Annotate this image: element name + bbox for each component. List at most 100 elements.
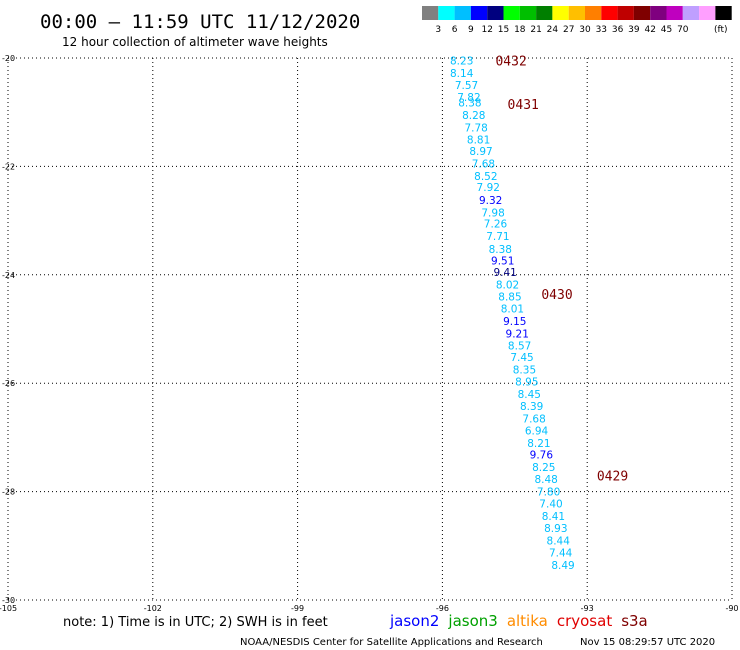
x-tick-labels: -105 -102 -99 -96 -93 -90 (0, 604, 739, 613)
y-tick-label: -24 (2, 271, 15, 280)
wave-height-label: 8.35 (513, 365, 536, 377)
wave-height-label: 6.94 (525, 425, 549, 437)
wave-height-label: 8.23 (450, 56, 473, 68)
color-legend: 3 6 9 12 15 18 21 24 27 30 33 36 39 42 45 70 (422, 6, 732, 35)
legend-swatch (666, 6, 683, 20)
legend-swatch (715, 6, 732, 20)
legend-swatch (487, 6, 504, 20)
legend-label: 39 (628, 25, 640, 35)
map-grid (7, 57, 733, 601)
legend-label: 45 (661, 25, 672, 35)
x-tick-label: -96 (436, 604, 449, 613)
legend-swatch (617, 6, 634, 20)
legend-swatch (552, 6, 569, 20)
x-tick-label: -99 (291, 604, 304, 613)
wave-height-label: 7.57 (455, 80, 478, 92)
wave-height-label: 8.44 (547, 535, 571, 547)
satellite-name: s3a (621, 612, 648, 630)
legend-label: 30 (579, 25, 591, 35)
legend-swatch (601, 6, 618, 20)
legend-swatch (536, 6, 553, 20)
wave-height-label: 8.95 (515, 377, 538, 389)
legend-label: 15 (498, 25, 509, 35)
wave-height-label: 8.25 (532, 462, 555, 474)
wave-height-label: 7.98 (481, 207, 504, 219)
y-tick-label: -28 (2, 488, 15, 497)
footer-timestamp: Nov 15 08:29:57 UTC 2020 (580, 637, 715, 648)
x-tick-label: -93 (581, 604, 594, 613)
legend-label: 27 (563, 25, 574, 35)
legend-swatch (422, 6, 439, 20)
wave-height-label: 8.38 (489, 244, 512, 256)
footer-note: note: 1) Time is in UTC; 2) SWH is in fe… (63, 615, 328, 630)
legend-label: 12 (481, 25, 492, 35)
satellite-name: jason2 (389, 612, 439, 630)
wave-height-label: 8.02 (496, 280, 519, 292)
legend-swatch (682, 6, 700, 20)
legend-label: 9 (468, 25, 474, 35)
map-subtitle: 12 hour collection of altimeter wave hei… (62, 35, 328, 49)
x-tick-label: -105 (0, 604, 17, 613)
wave-height-label: 8.49 (551, 560, 574, 572)
map-title: 00:00 – 11:59 UTC 11/12/2020 (40, 11, 360, 33)
wave-height-label: 8.38 (458, 97, 481, 109)
wave-height-label: 9.41 (493, 267, 516, 279)
time-marker-label: 0432 (495, 55, 526, 70)
satellite-name: cryosat (557, 612, 612, 630)
wave-height-label: 7.44 (549, 547, 573, 559)
wave-height-label: 8.39 (520, 401, 543, 413)
time-marker-label: 0430 (541, 288, 572, 303)
wave-height-label: 7.80 (537, 487, 560, 499)
legend-label: 21 (530, 25, 541, 35)
legend-swatch (650, 6, 667, 20)
wave-height-label: 9.32 (479, 195, 502, 207)
wave-height-label: 9.51 (491, 256, 514, 268)
legend-swatch (454, 6, 471, 20)
wave-height-label: 8.57 (508, 340, 531, 352)
x-tick-label: -90 (725, 604, 738, 613)
wave-height-label: 8.41 (542, 511, 565, 523)
wave-height-label: 7.92 (477, 182, 500, 194)
y-tick-labels: -20 -22 -24 -26 -28 -30 (2, 54, 15, 605)
wave-height-label: 9.15 (503, 316, 526, 328)
legend-swatch (438, 6, 455, 20)
time-marker-label: 0429 (597, 469, 628, 484)
legend-label: 24 (547, 25, 559, 35)
legend-label: 6 (452, 25, 458, 35)
legend-label: 70 (677, 25, 689, 35)
wave-height-labels: 8.238.147.577.828.388.287.788.818.977.68… (450, 56, 575, 572)
legend-swatch (519, 6, 537, 20)
legend-swatch (585, 6, 602, 20)
wave-height-label: 7.68 (472, 159, 495, 171)
wave-height-label: 7.71 (486, 231, 509, 243)
legend-swatch (470, 6, 488, 20)
wave-height-label: 7.40 (539, 499, 562, 511)
legend-label: 36 (612, 25, 624, 35)
wave-height-label: 7.26 (484, 218, 508, 230)
legend-label: 18 (514, 25, 526, 35)
wave-height-label: 8.97 (469, 146, 492, 158)
satellite-legend: jason2 jason3 altika cryosat s3a (389, 612, 648, 630)
y-tick-label: -30 (2, 596, 15, 605)
legend-label: 3 (435, 25, 441, 35)
legend-label: 33 (596, 25, 607, 35)
wave-height-label: 8.52 (474, 171, 497, 183)
wave-height-label: 8.85 (498, 291, 521, 303)
legend-swatch (699, 6, 716, 20)
wave-height-label: 8.28 (462, 110, 485, 122)
satellite-name: altika (507, 612, 548, 630)
wave-height-label: 7.82 (457, 92, 480, 104)
wave-height-label: 8.93 (544, 523, 567, 535)
wave-height-label: 8.21 (527, 438, 550, 450)
y-tick-label: -22 (2, 162, 15, 171)
wave-height-label: 8.45 (518, 389, 541, 401)
wave-height-label: 7.78 (464, 122, 487, 134)
x-tick-label: -102 (144, 604, 162, 613)
satellite-name: jason3 (447, 612, 497, 630)
wave-height-label: 8.14 (450, 68, 474, 80)
wave-height-label: 7.45 (510, 352, 533, 364)
footer-credit: NOAA/NESDIS Center for Satellite Applica… (240, 637, 543, 648)
wave-height-label: 9.21 (506, 328, 529, 340)
